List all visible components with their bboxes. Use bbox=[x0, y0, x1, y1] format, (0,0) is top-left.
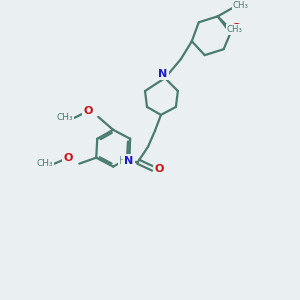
Text: CH₃: CH₃ bbox=[226, 25, 243, 34]
Text: CH₃: CH₃ bbox=[56, 113, 73, 122]
Text: O: O bbox=[154, 164, 164, 174]
Text: CH₃: CH₃ bbox=[36, 159, 53, 168]
Text: CH₃: CH₃ bbox=[232, 1, 249, 10]
Text: O: O bbox=[64, 153, 73, 163]
Text: H: H bbox=[119, 156, 127, 166]
Text: N: N bbox=[158, 69, 168, 79]
Text: O: O bbox=[84, 106, 93, 116]
Text: N: N bbox=[124, 156, 134, 166]
Text: O: O bbox=[232, 23, 241, 33]
